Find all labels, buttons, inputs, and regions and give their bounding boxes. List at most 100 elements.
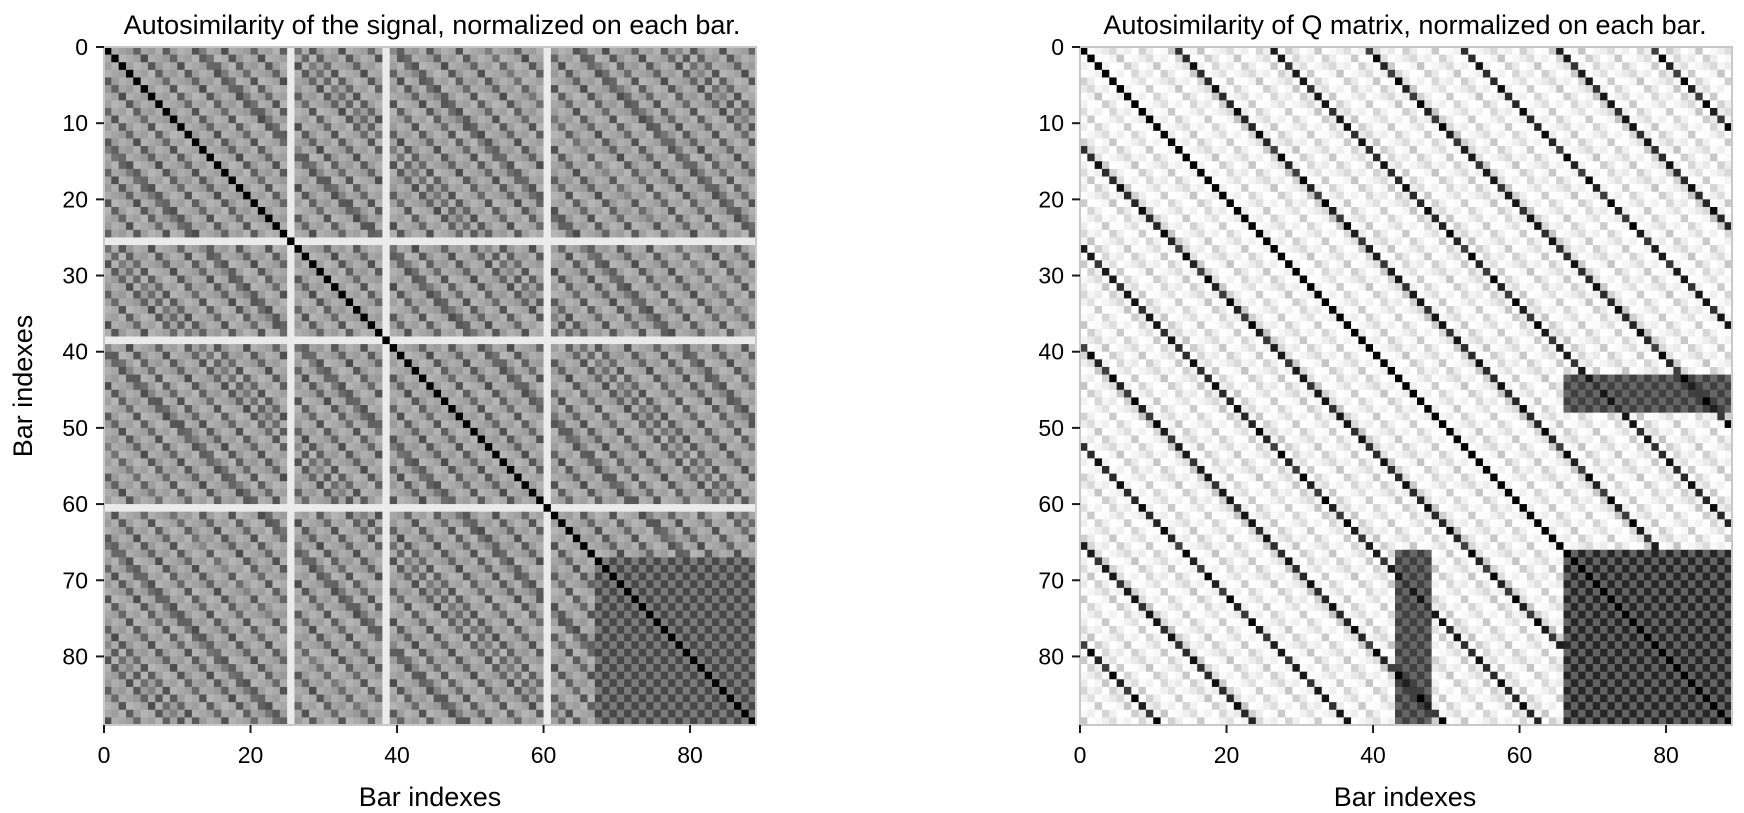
heatmap-cell [506, 100, 515, 109]
heatmap-cell [594, 107, 603, 116]
heatmap-cell [646, 47, 654, 56]
heatmap-cell [433, 100, 442, 109]
heatmap-cell [177, 69, 185, 78]
heatmap-cell [382, 123, 391, 132]
heatmap-cell [345, 115, 354, 124]
heatmap-cell [184, 306, 193, 315]
heatmap-cell [140, 77, 149, 86]
heatmap-cell [426, 92, 435, 101]
heatmap-cell [162, 450, 171, 459]
heatmap-cell [272, 54, 281, 63]
heatmap-cell [389, 47, 398, 56]
heatmap-cell [719, 245, 728, 254]
heatmap-cell [118, 191, 127, 200]
heatmap-cell [660, 184, 669, 193]
heatmap-cell [133, 69, 142, 78]
heatmap-cell [514, 123, 522, 132]
heatmap-cell [558, 229, 566, 238]
heatmap-cell [375, 153, 383, 162]
heatmap-cell [741, 161, 750, 170]
heatmap-cell [199, 245, 207, 254]
heatmap-cell [243, 313, 251, 322]
heatmap-cell [719, 199, 728, 208]
heatmap-cell [389, 321, 398, 330]
heatmap-cell [309, 306, 317, 315]
heatmap-cell [565, 161, 574, 170]
heatmap-cell [243, 69, 251, 78]
heatmap-cell [272, 115, 281, 124]
heatmap-cell [602, 176, 610, 185]
heatmap-cell [440, 359, 449, 368]
heatmap-cell [397, 420, 405, 429]
heatmap-cell [609, 62, 618, 71]
heatmap-cell [301, 168, 310, 177]
heatmap-cell [389, 283, 398, 292]
heatmap-cell [609, 92, 618, 101]
heatmap-cell [594, 214, 603, 223]
heatmap-cell [272, 450, 281, 459]
heatmap-cell [147, 107, 156, 116]
heatmap-cell [184, 222, 193, 231]
heatmap-cell [484, 92, 493, 101]
heatmap-cell [477, 283, 486, 292]
heatmap-cell [565, 199, 574, 208]
heatmap-cell [382, 458, 391, 467]
heatmap-cell [206, 69, 215, 78]
heatmap-cell [147, 199, 156, 208]
heatmap-cell [155, 298, 164, 307]
heatmap-cell [690, 92, 698, 101]
heatmap-cell [726, 206, 735, 215]
heatmap-cell [675, 222, 684, 231]
heatmap-cell [294, 344, 303, 353]
heatmap-cell [360, 123, 369, 132]
heatmap-cell [719, 397, 728, 406]
heatmap-cell [462, 184, 471, 193]
heatmap-cell [147, 146, 156, 155]
heatmap-cell [675, 191, 684, 200]
heatmap-cell [484, 245, 493, 254]
heatmap-cell [287, 245, 295, 254]
heatmap-cell [140, 92, 149, 101]
heatmap-cell [587, 458, 596, 467]
heatmap-cell [206, 366, 215, 375]
heatmap-cell [550, 206, 559, 215]
heatmap-cell [550, 275, 559, 284]
heatmap-cell [177, 161, 185, 170]
heatmap-cell [309, 199, 317, 208]
heatmap-cell [243, 412, 251, 421]
heatmap-cell [206, 146, 215, 155]
heatmap-cell [682, 450, 691, 459]
heatmap-cell [697, 267, 706, 276]
heatmap-cell [514, 92, 522, 101]
heatmap-cell [140, 473, 149, 482]
heatmap-cell [712, 62, 720, 71]
heatmap-cell [309, 237, 317, 246]
heatmap-cell [206, 374, 215, 383]
heatmap-cell [367, 153, 376, 162]
heatmap-cell [653, 465, 662, 475]
heatmap-cell [206, 382, 215, 391]
heatmap-cell [455, 252, 464, 261]
heatmap-cell [323, 260, 332, 269]
heatmap-cell [448, 184, 457, 193]
heatmap-cell [250, 313, 259, 322]
heatmap-cell [206, 458, 215, 467]
heatmap-cell [199, 290, 207, 299]
heatmap-cell [382, 107, 391, 116]
heatmap-cell [265, 161, 273, 170]
heatmap-cell [660, 161, 669, 170]
heatmap-cell [521, 100, 530, 109]
heatmap-cell [587, 214, 596, 223]
heatmap-cell [682, 389, 691, 398]
heatmap-cell [316, 77, 325, 86]
heatmap-cell [631, 168, 640, 177]
heatmap-cell [162, 153, 171, 162]
heatmap-cell [147, 54, 156, 63]
heatmap-cell [411, 92, 420, 101]
heatmap-cell [712, 176, 720, 185]
heatmap-cell [477, 222, 486, 231]
heatmap-cell [455, 328, 464, 337]
heatmap-cell [389, 290, 398, 299]
heatmap-cell [565, 47, 574, 56]
heatmap-cell [323, 252, 332, 261]
